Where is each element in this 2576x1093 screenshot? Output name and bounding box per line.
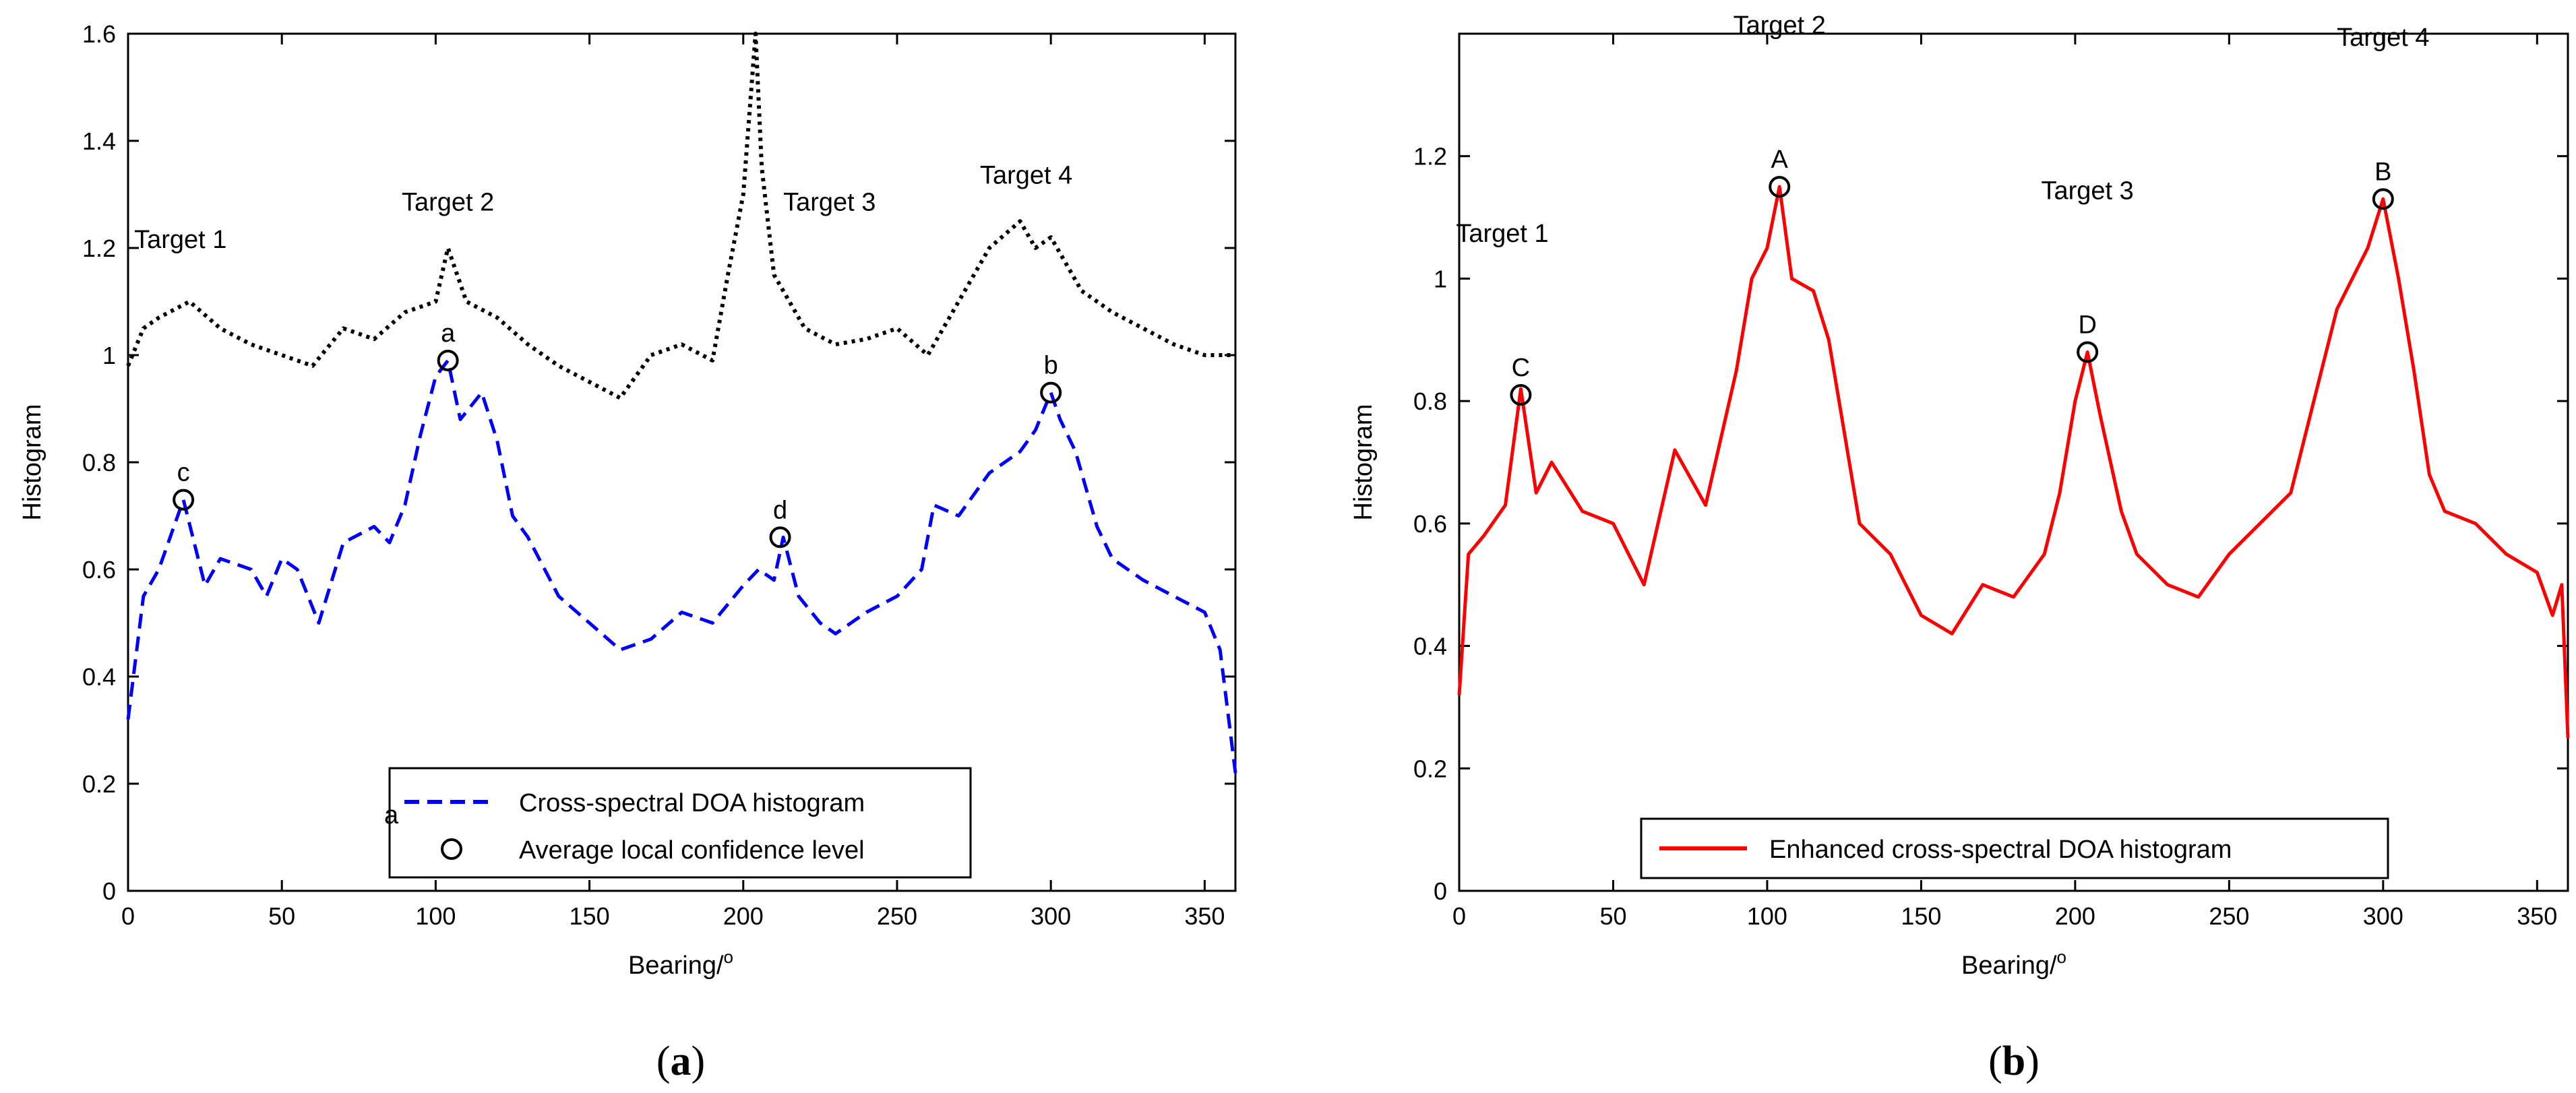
marker-circle-a-c [173, 489, 195, 511]
legend-label-enhanced: Enhanced cross-spectral DOA histogram [1769, 836, 2232, 864]
markers-group-a: c a d b [173, 319, 1062, 549]
legend-a: Cross-spectral DOA histogram Average loc… [384, 767, 972, 879]
series-line-a-1 [126, 32, 1235, 400]
y-axis-label-b: Histogram [1349, 404, 1378, 520]
y-tick-label-a-2: 0.4 [82, 663, 116, 691]
marker-circle-a-d [769, 526, 791, 549]
marker-circle-b-D [2077, 341, 2099, 363]
plot-frame-b [1458, 32, 2569, 892]
caption-a: (a) [656, 1038, 705, 1084]
x-tick-label-a-5: 250 [877, 902, 917, 930]
annotation-target-b-2: Target 2 [1734, 11, 1826, 40]
annotation-target-b-1: Target 1 [1456, 220, 1548, 248]
annotations-group-a: Target 1 Target 2 Target 3 Target 4 [134, 162, 1072, 254]
annotation-target-a-1: Target 1 [134, 226, 226, 254]
series-line-b-0 [1457, 185, 2570, 739]
annotation-target-a-3: Target 3 [783, 188, 876, 216]
x-axis-label-a-main: Bearing/ [628, 951, 724, 980]
y-tick-label-b-3: 0.6 [1413, 510, 1447, 538]
marker-label-b-C: C [1512, 354, 1530, 382]
marker-label-b-D: D [2078, 311, 2096, 339]
marker-label-a-d: d [773, 496, 787, 524]
chart-panel-a: 0 50 100 150 200 250 300 350 0 0.2 0.4 0.6 0.8 1 1.2 1.… [18, 20, 1237, 1084]
legend-label-cross-spectral: Cross-spectral DOA histogram [519, 789, 865, 817]
x-axis-label-a: Bearing/o [628, 947, 733, 980]
y-tick-label-a-6: 1.2 [82, 235, 116, 262]
marker-label-b-A: A [1771, 146, 1789, 174]
series-group-a [126, 32, 1237, 774]
x-axis-label-a-sup: o [724, 947, 733, 967]
marker-circle-b-C [1510, 384, 1532, 406]
series-line-a-0 [126, 358, 1237, 774]
marker-label-a-b: b [1044, 352, 1058, 380]
x-tick-label-a-2: 100 [415, 902, 456, 930]
y-axis-label-a: Histogram [18, 404, 47, 520]
x-tick-label-b-3: 150 [1901, 902, 1941, 930]
legend-box-b [1640, 817, 2389, 879]
caption-b: (b) [1988, 1038, 2040, 1084]
axes-ticks-b: 0 50 100 150 200 250 300 350 0 0.2 0.4 0.6 0.8 1 1.2 [1413, 34, 2568, 930]
y-tick-label-a-7: 1.4 [82, 127, 116, 155]
marker-circle-a-a [437, 349, 459, 371]
legend-swatch-circle [441, 838, 462, 860]
marker-circle-b-B [2372, 188, 2394, 210]
annotations-group-b: Target 1 Target 2 Target 3 Target 4 [1456, 11, 2429, 248]
x-tick-label-a-0: 0 [121, 902, 135, 930]
legend-b: Enhanced cross-spectral DOA histogram [1640, 817, 2389, 879]
legend-stray-label: a [384, 801, 399, 830]
y-tick-label-a-1: 0.2 [82, 770, 116, 798]
x-tick-label-b-6: 300 [2363, 902, 2403, 930]
y-tick-label-b-4: 0.8 [1413, 387, 1447, 415]
y-tick-label-b-0: 0 [1434, 877, 1447, 905]
legend-label-confidence: Average local confidence level [519, 836, 865, 865]
x-axis-label-b: Bearing/o [1961, 947, 2066, 980]
y-tick-label-b-2: 0.4 [1413, 633, 1447, 660]
y-tick-label-b-6: 1.2 [1413, 143, 1447, 170]
annotation-target-a-2: Target 2 [402, 188, 494, 216]
x-axis-label-b-main: Bearing/ [1961, 951, 2057, 980]
y-tick-label-a-8: 1.6 [82, 20, 116, 48]
y-tick-label-b-1: 0.2 [1413, 755, 1447, 782]
x-tick-label-b-4: 200 [2055, 902, 2095, 930]
x-tick-label-b-0: 0 [1452, 902, 1466, 930]
annotation-target-a-4: Target 4 [980, 162, 1072, 190]
caption-b-letter: b [2002, 1038, 2025, 1084]
axes-ticks-a: 0 50 100 150 200 250 300 350 0 0.2 0.4 0.6 0.8 1 1.2 1.… [82, 20, 1235, 930]
marker-label-b-B: B [2374, 158, 2391, 186]
x-tick-label-a-6: 300 [1031, 902, 1071, 930]
y-tick-label-a-3: 0.6 [82, 556, 116, 584]
marker-label-a-a: a [441, 319, 456, 348]
y-tick-label-a-4: 0.8 [82, 449, 116, 476]
annotation-target-b-3: Target 3 [2042, 177, 2134, 205]
marker-label-a-c: c [177, 459, 190, 487]
x-tick-label-b-5: 250 [2209, 902, 2249, 930]
series-group-b [1457, 185, 2570, 739]
marker-circle-b-A [1769, 176, 1791, 198]
x-tick-label-a-4: 200 [723, 902, 764, 930]
x-tick-label-b-2: 100 [1747, 902, 1787, 930]
x-tick-label-a-3: 150 [570, 902, 610, 930]
annotation-target-b-4: Target 4 [2337, 24, 2429, 52]
chart-panel-b: 0 50 100 150 200 250 300 350 0 0.2 0.4 0.6 0.8 1 1.2 C… [1349, 11, 2570, 1084]
x-axis-label-b-sup: o [2057, 947, 2066, 967]
marker-circle-a-b [1040, 381, 1062, 404]
x-tick-label-b-7: 350 [2517, 902, 2557, 930]
legend-box-a [388, 767, 972, 879]
y-tick-label-a-5: 1 [102, 342, 116, 369]
y-tick-label-b-5: 1 [1434, 265, 1447, 292]
x-tick-label-a-1: 50 [268, 902, 295, 930]
caption-a-letter: a [671, 1038, 692, 1084]
x-tick-label-b-1: 50 [1599, 902, 1626, 930]
y-tick-label-a-0: 0 [102, 877, 116, 905]
markers-group-b: C A D B [1510, 146, 2394, 406]
x-tick-label-a-7: 350 [1184, 902, 1225, 930]
